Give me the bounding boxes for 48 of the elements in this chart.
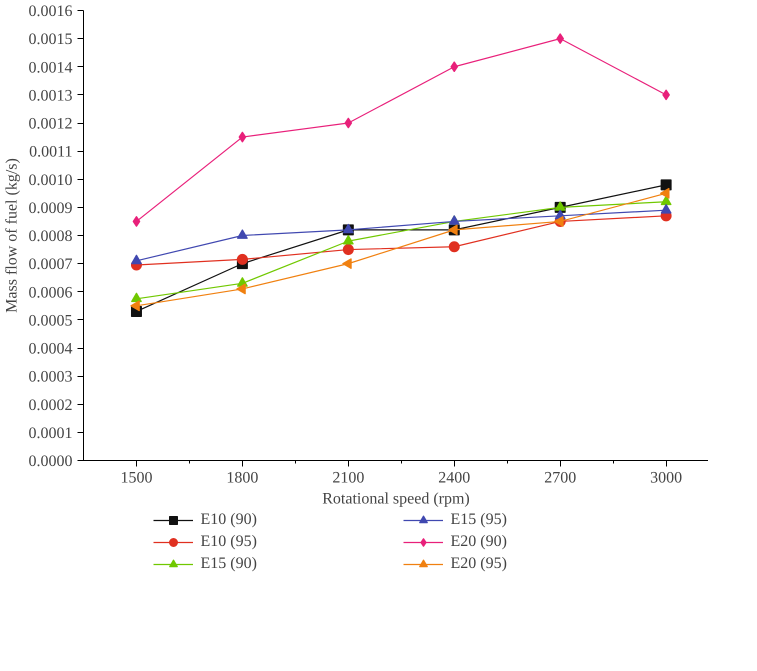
y-tick-label: 0.0012 xyxy=(28,116,72,132)
x-tick-label: 2100 xyxy=(332,470,364,486)
point xyxy=(448,241,460,252)
x-tick-label: 2400 xyxy=(438,470,470,486)
x-tick-label: 1800 xyxy=(226,470,258,486)
point xyxy=(342,234,354,245)
point xyxy=(236,229,248,239)
y-tick-label: 0.0013 xyxy=(28,87,72,104)
point xyxy=(660,195,672,206)
point xyxy=(130,300,140,312)
point xyxy=(660,179,672,190)
point xyxy=(342,244,354,256)
y-tick-label: 0.0015 xyxy=(28,31,72,48)
legend-label: E20 (90) xyxy=(450,533,508,551)
y-tick-label: 0.0014 xyxy=(28,59,72,76)
x-tick-label: 3000 xyxy=(650,470,682,486)
point xyxy=(344,118,352,128)
y-tick-label: 0.0006 xyxy=(28,284,72,302)
point xyxy=(660,204,672,214)
point xyxy=(342,258,352,270)
legend-label: E10 (95) xyxy=(200,533,258,551)
point xyxy=(450,61,458,72)
y-axis-title: Mass flow of fuel (kg/s) xyxy=(4,158,20,313)
x-tick-label: 2700 xyxy=(544,470,576,486)
point xyxy=(130,292,142,302)
y-tick-label: 0.0010 xyxy=(28,172,72,189)
point xyxy=(130,254,142,264)
legend-label: E10 (90) xyxy=(200,511,258,529)
y-tick-label: 0.0007 xyxy=(28,256,72,274)
legend-label: E15 (95) xyxy=(450,511,508,529)
y-tick-label: 0.0000 xyxy=(28,453,72,470)
y-tick-label: 0.0003 xyxy=(28,368,72,386)
legend-label: E20 (95) xyxy=(450,555,508,573)
y-tick-label: 0.0009 xyxy=(28,200,72,217)
x-tick-label: 1500 xyxy=(120,470,152,486)
y-tick-label: 0.0008 xyxy=(28,228,72,245)
y-tick-label: 0.0004 xyxy=(28,340,72,358)
y-tick-label: 0.0011 xyxy=(29,144,72,161)
y-tick-label: 0.0001 xyxy=(28,424,72,442)
y-tick-label: 0.0002 xyxy=(28,396,72,414)
point xyxy=(236,254,248,265)
point xyxy=(556,33,564,44)
x-axis-title: Rotational speed (rpm) xyxy=(322,490,470,508)
point xyxy=(660,188,670,199)
point xyxy=(236,283,246,294)
y-tick-label: 0.0016 xyxy=(28,3,72,20)
y-tick-label: 0.0005 xyxy=(28,312,72,330)
legend-label: E15 (90) xyxy=(200,555,258,573)
